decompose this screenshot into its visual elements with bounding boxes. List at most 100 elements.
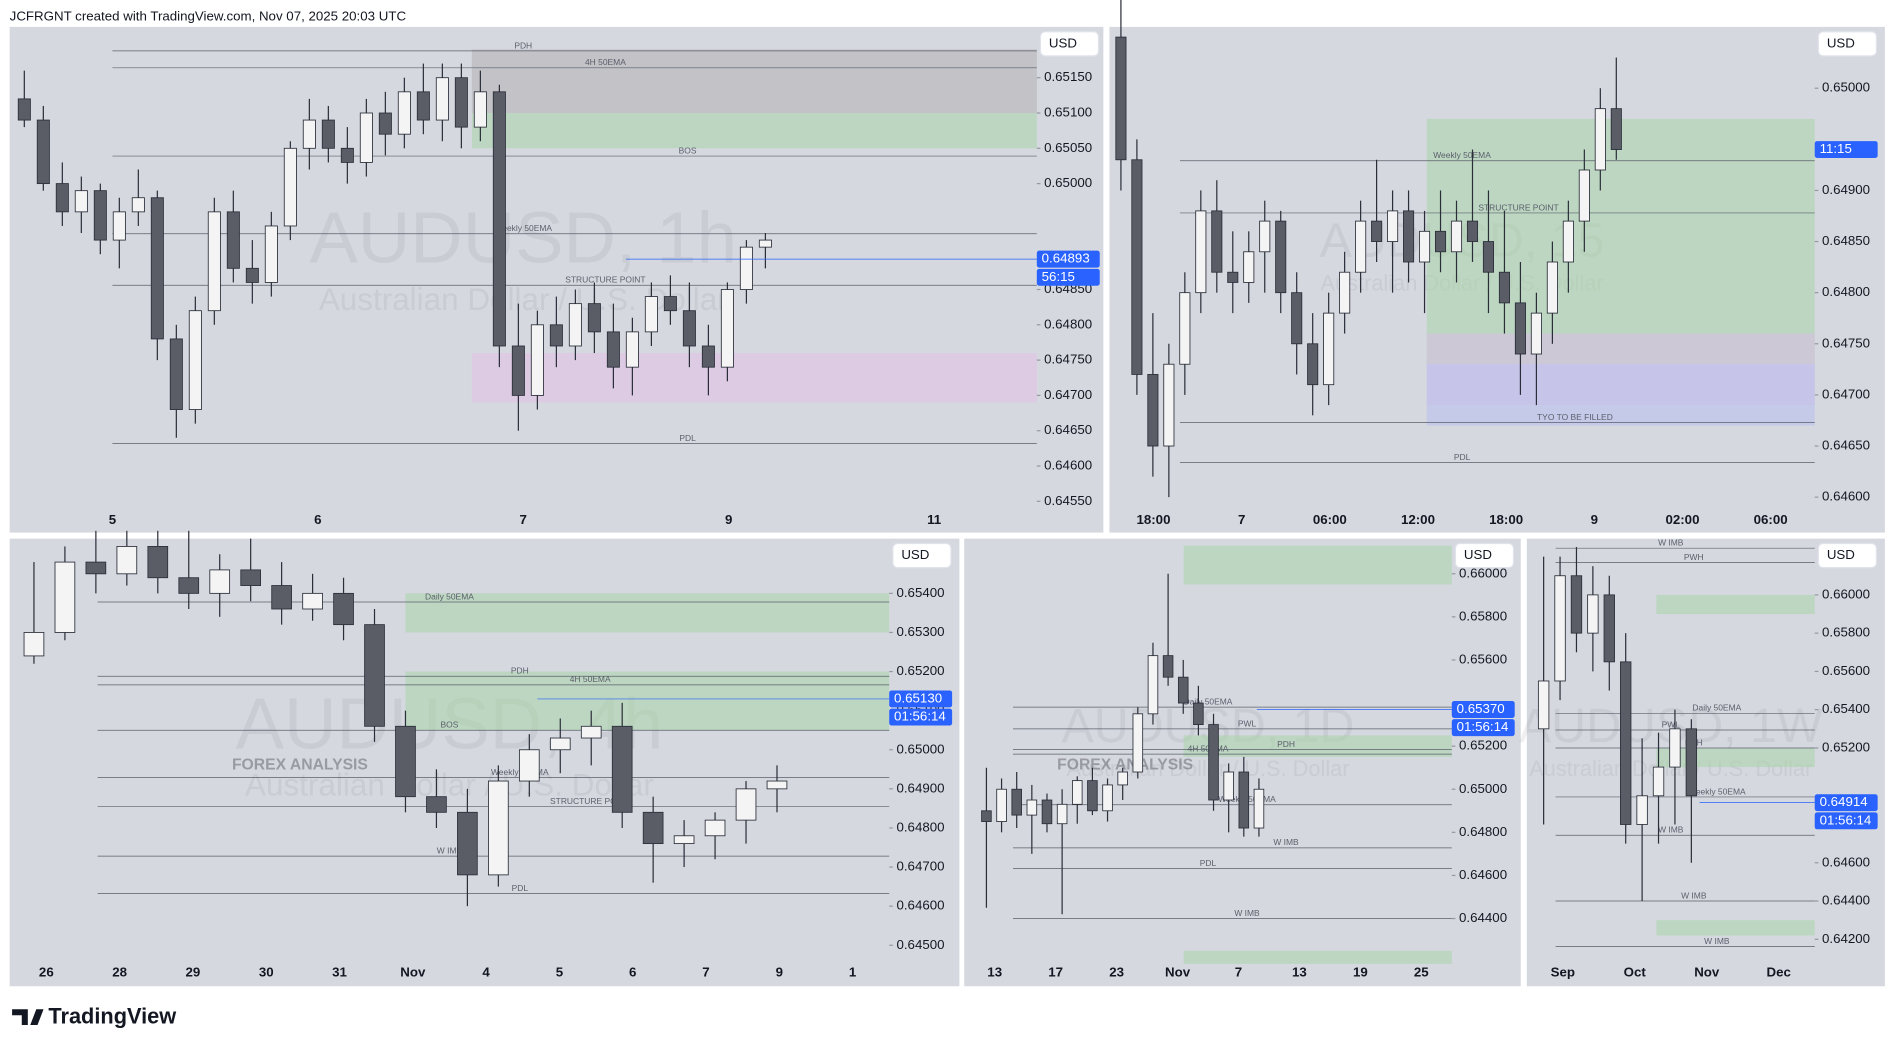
candle-body xyxy=(1530,312,1542,355)
candle-body xyxy=(1041,799,1053,825)
candle-body xyxy=(240,569,262,586)
candle-body xyxy=(1071,780,1083,805)
x-tick-label: 06:00 xyxy=(1754,512,1788,527)
y-tick-label: 0.65050 xyxy=(1044,140,1092,155)
level-label: Weekly 50EMA xyxy=(494,223,552,233)
candle-body xyxy=(435,77,449,121)
candle-body xyxy=(364,624,385,727)
candle-body xyxy=(1387,210,1399,242)
candle-body xyxy=(1307,343,1319,386)
x-tick-label: 18:00 xyxy=(1136,512,1170,527)
candle-body xyxy=(23,632,45,657)
y-tick-label: 0.64700 xyxy=(896,859,944,874)
level-label: Daily 50EMA xyxy=(1184,697,1233,707)
zone xyxy=(1426,364,1815,426)
y-tick-label: 0.65200 xyxy=(1822,739,1870,754)
candle-body xyxy=(207,211,221,312)
candle-body xyxy=(457,811,478,876)
candle-body xyxy=(169,338,183,410)
candle-body xyxy=(549,324,563,347)
y-tick-label: 0.64800 xyxy=(1822,284,1870,299)
level-label: PDL xyxy=(679,433,696,443)
y-tick-label: 0.64700 xyxy=(1822,386,1870,401)
watermark-subtitle: Australian Dollar / U.S. Dollar xyxy=(245,768,654,803)
candle-body xyxy=(395,725,416,798)
level-label: W IMB xyxy=(1273,837,1299,847)
zone xyxy=(1183,950,1452,964)
candle-body xyxy=(1195,210,1207,294)
tradingview-logo: TradingView xyxy=(12,1003,176,1028)
x-tick-label: 30 xyxy=(259,964,274,979)
y-tick-label: 0.65400 xyxy=(896,585,944,600)
candle-body xyxy=(1570,575,1583,634)
x-tick-label: 9 xyxy=(725,512,732,527)
level-label: Weekly 50EMA xyxy=(1688,786,1746,796)
level-label: W IMB xyxy=(1658,538,1684,548)
y-tick-label: 0.64600 xyxy=(1044,458,1092,473)
candle-body xyxy=(116,546,138,575)
candle-body xyxy=(1587,594,1599,634)
x-tick-label: 02:00 xyxy=(1665,512,1699,527)
y-tick-label: 0.64600 xyxy=(1822,854,1870,869)
y-tick-label: 0.64600 xyxy=(1459,867,1507,882)
candle-body xyxy=(1291,292,1303,345)
zone xyxy=(1656,594,1815,615)
currency-label: USD xyxy=(1464,547,1492,562)
plot-background xyxy=(964,538,1521,987)
candle-body xyxy=(1554,575,1566,682)
candle-body xyxy=(1537,680,1550,730)
candle-body xyxy=(1498,271,1510,304)
candle-body xyxy=(1208,724,1219,801)
x-tick-label: Sep xyxy=(1551,964,1575,979)
x-tick-label: 23 xyxy=(1109,964,1124,979)
level-label: BOS xyxy=(441,720,459,730)
chart-panel: AUDUSD, 4hAustralian Dollar / U.S. Dolla… xyxy=(9,530,960,987)
currency-label: USD xyxy=(1827,35,1855,50)
candle-body xyxy=(1132,713,1144,773)
candle-body xyxy=(55,183,69,213)
candle-body xyxy=(1323,312,1335,386)
level-label: PWL xyxy=(1662,719,1681,729)
level-label: W IMB xyxy=(1704,936,1730,946)
countdown-tag xyxy=(1036,268,1100,286)
y-tick-label: 0.64500 xyxy=(896,937,944,952)
candle-body xyxy=(1594,108,1606,171)
zone xyxy=(1656,920,1815,936)
y-tick-label: 0.65800 xyxy=(1459,608,1507,623)
y-tick-label: 0.65400 xyxy=(1822,701,1870,716)
candle-body xyxy=(74,190,88,213)
candle-body xyxy=(682,310,696,347)
candle-body xyxy=(704,819,726,837)
x-tick-label: 6 xyxy=(629,964,636,979)
x-tick-label: 7 xyxy=(702,964,709,979)
candle-body xyxy=(625,331,639,368)
candle-body xyxy=(1131,159,1143,375)
candle-body xyxy=(720,289,734,368)
y-tick-label: 0.65200 xyxy=(896,663,944,678)
candle-body xyxy=(1115,36,1127,161)
level-label: PDH xyxy=(514,40,532,50)
candle-body xyxy=(606,331,620,368)
candle-body xyxy=(36,119,50,185)
x-tick-label: 26 xyxy=(39,964,54,979)
watermark-subtitle: Australian Dollar / U.S. Dollar xyxy=(319,282,728,317)
countdown-tag xyxy=(889,708,953,726)
candle-body xyxy=(701,345,715,368)
x-tick-label: 5 xyxy=(556,964,564,979)
candle-body xyxy=(17,98,31,121)
level-label: W IMB xyxy=(1658,825,1684,835)
candle-body xyxy=(1162,655,1174,678)
candle-body xyxy=(1193,702,1204,726)
candle-body xyxy=(473,91,487,128)
candle-body xyxy=(1102,784,1113,812)
level-label: W IMB xyxy=(1234,908,1260,918)
y-tick-label: 0.64900 xyxy=(896,780,944,795)
x-tick-label: Nov xyxy=(1694,964,1720,979)
candle-body xyxy=(454,77,468,128)
countdown-tag xyxy=(1814,812,1878,830)
x-tick-label: 9 xyxy=(776,964,783,979)
candle-body xyxy=(302,119,316,149)
y-tick-label: 0.65800 xyxy=(1822,625,1870,640)
